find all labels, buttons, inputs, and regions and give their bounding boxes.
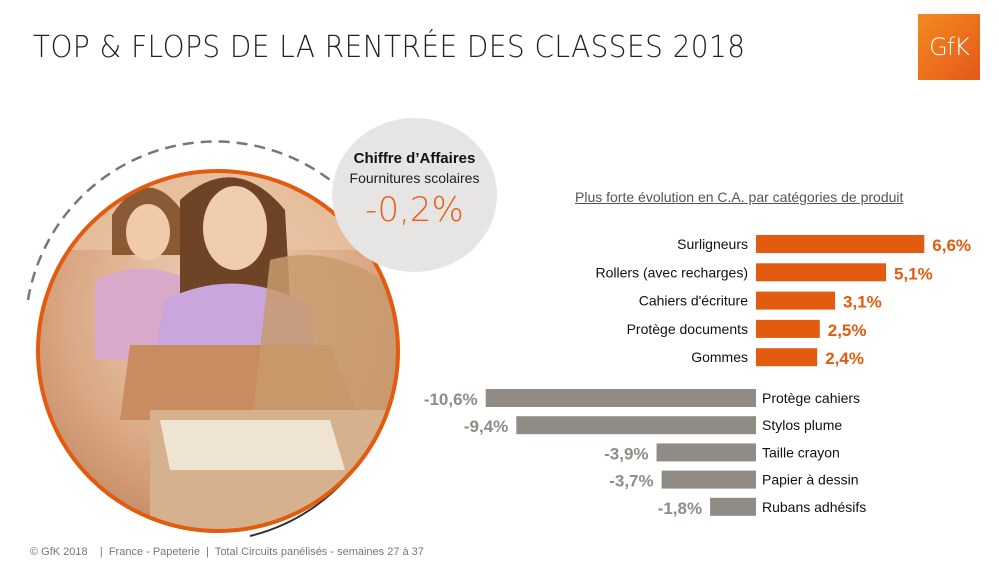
- value-label-flop-2: -3,9%: [604, 444, 648, 463]
- bar-top-0: [756, 235, 925, 253]
- bar-flop-0: [485, 389, 756, 407]
- bar-flop-3: [661, 470, 756, 489]
- value-label-flop-3: -3,7%: [609, 472, 653, 491]
- value-label-top-3: 2,5%: [828, 321, 867, 340]
- value-label-flop-1: -9,4%: [464, 417, 508, 436]
- category-label-flop-3: Papier à dessin: [762, 472, 859, 488]
- kpi-subtitle: Fournitures scolaires: [349, 170, 480, 186]
- category-label-top-4: Gommes: [691, 349, 748, 365]
- value-label-top-4: 2,4%: [825, 349, 864, 368]
- category-label-top-0: Surligneurs: [677, 236, 748, 252]
- category-label-flop-4: Rubans adhésifs: [762, 499, 866, 515]
- dashed-arc: [26, 140, 331, 301]
- page-title: TOP & FLOPS DE LA RENTRÉE DES CLASSES 20…: [33, 30, 746, 65]
- footer-text: © GfK 2018 | France - Papeterie | Total …: [30, 546, 424, 558]
- value-label-flop-0: -10,6%: [424, 390, 478, 409]
- bar-top-1: [756, 263, 887, 282]
- chart-subtitle: Plus forte évolution en C.A. par catégor…: [575, 189, 904, 205]
- value-label-top-2: 3,1%: [843, 293, 882, 312]
- category-label-flop-1: Stylos plume: [762, 417, 842, 433]
- bar-flop-4: [710, 497, 756, 516]
- kpi-value: -0,2%: [365, 190, 464, 230]
- bar-top-3: [756, 319, 820, 338]
- bar-flop-1: [516, 416, 756, 435]
- value-label-top-0: 6,6%: [932, 236, 971, 255]
- category-label-flop-2: Taille crayon: [762, 444, 840, 460]
- kpi-title: Chiffre d’Affaires: [353, 150, 476, 167]
- category-label-top-2: Cahiers d'écriture: [639, 293, 748, 309]
- kpi-bubble: Chiffre d’Affaires Fournitures scolaires…: [332, 118, 497, 272]
- gfk-logo: GfK: [918, 14, 980, 80]
- bar-top-4: [756, 348, 818, 367]
- photo-orange-ring: [36, 169, 400, 533]
- category-label-top-1: Rollers (avec recharges): [596, 264, 749, 280]
- bar-flop-2: [656, 443, 756, 462]
- value-label-top-1: 5,1%: [894, 264, 933, 283]
- category-label-top-3: Protège documents: [627, 321, 748, 337]
- value-label-flop-4: -1,8%: [658, 499, 702, 518]
- bar-top-2: [756, 291, 836, 310]
- category-label-flop-0: Protège cahiers: [762, 390, 860, 406]
